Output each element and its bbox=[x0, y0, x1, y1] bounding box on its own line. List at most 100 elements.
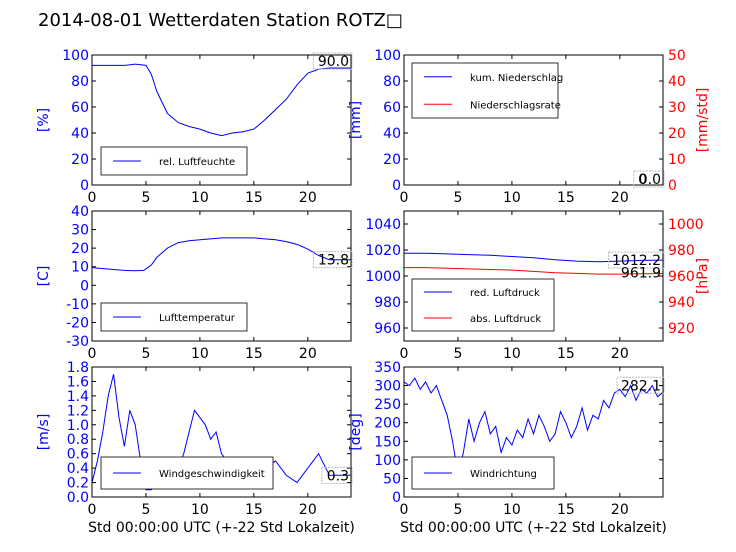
precipitation-x-tick-label-2: 10 bbox=[503, 190, 521, 206]
windspeed-y-axis-label: [m/s] bbox=[36, 414, 52, 451]
temperature-x-tick-label-1: 5 bbox=[141, 346, 150, 362]
windspeed-y-tick-label-2: 0.4 bbox=[67, 461, 89, 477]
pressure-last-value-box bbox=[608, 251, 665, 269]
pressure-x-tick-label-0: 0 bbox=[400, 346, 409, 362]
winddirection-series-line-0 bbox=[404, 377, 663, 475]
windspeed-y-tick-label-5: 1.0 bbox=[67, 418, 89, 434]
pressure-y2-tick-label-2: 960 bbox=[668, 269, 695, 285]
winddirection-y-tick-label-2: 100 bbox=[374, 453, 401, 469]
windspeed-y-tick-label-1: 0.2 bbox=[67, 476, 89, 492]
temperature-last-value: 13.8 bbox=[318, 253, 349, 269]
windspeed-y-tick-label-0: 0.0 bbox=[67, 490, 89, 506]
temperature-y-tick-label-1: -20 bbox=[66, 315, 89, 331]
temperature-y-tick-label-7: 40 bbox=[71, 204, 89, 220]
windspeed-x-tick-label-0: 0 bbox=[88, 502, 97, 518]
humidity-y-tick-label-4: 80 bbox=[71, 74, 89, 90]
humidity-y-tick-label-3: 60 bbox=[71, 100, 89, 116]
windspeed-x-tick-label-2: 10 bbox=[191, 502, 209, 518]
winddirection-x-tick-label-4: 20 bbox=[611, 502, 629, 518]
winddirection-y-tick-label-6: 300 bbox=[374, 379, 401, 395]
windspeed-x-tick-label-1: 5 bbox=[141, 502, 150, 518]
precipitation-last-value-box bbox=[633, 170, 665, 188]
temperature-x-tick-label-4: 20 bbox=[299, 346, 317, 362]
precipitation-x-tick-label-3: 15 bbox=[557, 190, 575, 206]
precipitation-y2-tick-label-3: 30 bbox=[668, 100, 686, 116]
winddirection-y-tick-label-7: 350 bbox=[374, 360, 401, 376]
pressure-y-tick-label-4: 1040 bbox=[365, 217, 401, 233]
temperature-x-tick-label-2: 10 bbox=[191, 346, 209, 362]
temperature-y-tick-label-0: -30 bbox=[66, 334, 89, 350]
humidity-y-axis-label: [%] bbox=[36, 108, 52, 132]
pressure-y-tick-label-3: 1020 bbox=[365, 243, 401, 259]
precipitation-last-value-right: 0 bbox=[638, 172, 647, 188]
humidity-plot-frame bbox=[91, 54, 352, 186]
winddirection-x-tick-label-3: 15 bbox=[557, 502, 575, 518]
pressure-x-tick-label-2: 10 bbox=[503, 346, 521, 362]
humidity-x-tick-label-3: 15 bbox=[245, 190, 263, 206]
windspeed-y-tick-label-6: 1.2 bbox=[67, 403, 89, 419]
windspeed-x-tick-label-3: 15 bbox=[245, 502, 263, 518]
humidity-x-tick-label-1: 5 bbox=[141, 190, 150, 206]
pressure-y-tick-label-2: 1000 bbox=[365, 269, 401, 285]
winddirection-y-axis-label: [deg] bbox=[348, 413, 364, 450]
temperature-x-tick-label-3: 15 bbox=[245, 346, 263, 362]
temperature-y-tick-label-4: 10 bbox=[71, 260, 89, 276]
humidity-y-tick-label-0: 0 bbox=[80, 178, 89, 194]
winddirection-x-tick-label-0: 0 bbox=[400, 502, 409, 518]
pressure-legend-label-0: red. Luftdruck bbox=[470, 288, 540, 299]
temperature-plot-frame bbox=[91, 210, 352, 342]
precipitation-x-tick-label-1: 5 bbox=[453, 190, 462, 206]
precipitation-y-tick-label-1: 20 bbox=[383, 152, 401, 168]
precipitation-last-value: 0.0 bbox=[639, 172, 661, 188]
precipitation-y-tick-label-3: 60 bbox=[383, 100, 401, 116]
humidity-x-tick-label-4: 20 bbox=[299, 190, 317, 206]
temperature-last-value-box bbox=[312, 251, 353, 269]
pressure-x-tick-label-4: 20 bbox=[611, 346, 629, 362]
pressure-legend-box bbox=[411, 278, 555, 332]
winddirection-last-value-box bbox=[616, 376, 665, 394]
pressure-y2-axis-label: [hPa] bbox=[695, 258, 711, 294]
humidity-last-value-box bbox=[312, 52, 353, 70]
pressure-last-value-right: 961.9 bbox=[621, 266, 661, 282]
pressure-legend-label-1: abs. Luftdruck bbox=[470, 314, 541, 325]
winddirection-y-tick-label-4: 200 bbox=[374, 416, 401, 432]
precipitation-y2-tick-label-5: 50 bbox=[668, 48, 686, 64]
humidity-x-tick-label-2: 10 bbox=[191, 190, 209, 206]
temperature-y-tick-label-6: 30 bbox=[71, 223, 89, 239]
humidity-y-tick-label-2: 40 bbox=[71, 126, 89, 142]
windspeed-y-tick-label-7: 1.4 bbox=[67, 389, 89, 405]
windspeed-y-tick-label-4: 0.8 bbox=[67, 432, 89, 448]
pressure-series-line-1 bbox=[404, 267, 663, 275]
humidity-y-tick-label-1: 20 bbox=[71, 152, 89, 168]
precipitation-y2-tick-label-0: 0 bbox=[668, 178, 677, 194]
windspeed-y-tick-label-8: 1.6 bbox=[67, 374, 89, 390]
precipitation-y2-tick-label-2: 20 bbox=[668, 126, 686, 142]
humidity-last-value: 90.0 bbox=[318, 54, 349, 70]
windspeed-plot-frame bbox=[91, 366, 352, 498]
temperature-y-tick-label-3: 0 bbox=[80, 278, 89, 294]
windspeed-last-value: 0.3 bbox=[327, 468, 349, 484]
winddirection-x-tick-label-2: 10 bbox=[503, 502, 521, 518]
winddirection-y-tick-label-1: 50 bbox=[383, 471, 401, 487]
chart-title: 2014-08-01 Wetterdaten Station ROTZ□ bbox=[38, 10, 403, 31]
winddirection-legend-label-0: Windrichtung bbox=[470, 469, 537, 480]
winddirection-plot-frame bbox=[403, 366, 664, 498]
windspeed-y-tick-label-3: 0.6 bbox=[67, 447, 89, 463]
windspeed-series-line-0 bbox=[92, 374, 351, 491]
temperature-series-line-0 bbox=[92, 237, 351, 272]
winddirection-x-tick-label-1: 5 bbox=[453, 502, 462, 518]
winddirection-y-tick-label-0: 0 bbox=[392, 490, 401, 506]
pressure-y2-tick-label-4: 1000 bbox=[668, 217, 704, 233]
pressure-x-tick-label-3: 15 bbox=[557, 346, 575, 362]
pressure-y2-tick-label-0: 920 bbox=[668, 321, 695, 337]
temperature-y-tick-label-5: 20 bbox=[71, 241, 89, 257]
temperature-legend-label-0: Lufttemperatur bbox=[159, 313, 236, 324]
humidity-x-tick-label-0: 0 bbox=[88, 190, 97, 206]
precipitation-legend-box bbox=[411, 62, 559, 119]
windspeed-last-value-box bbox=[321, 466, 353, 484]
temperature-y-axis-label: [C] bbox=[36, 266, 52, 287]
windspeed-y-tick-label-9: 1.8 bbox=[67, 360, 89, 376]
precipitation-legend-label-1: Niederschlagsrate bbox=[470, 100, 561, 111]
windspeed-x-tick-label-4: 20 bbox=[299, 502, 317, 518]
precipitation-y-axis-label: [mm] bbox=[348, 101, 364, 139]
